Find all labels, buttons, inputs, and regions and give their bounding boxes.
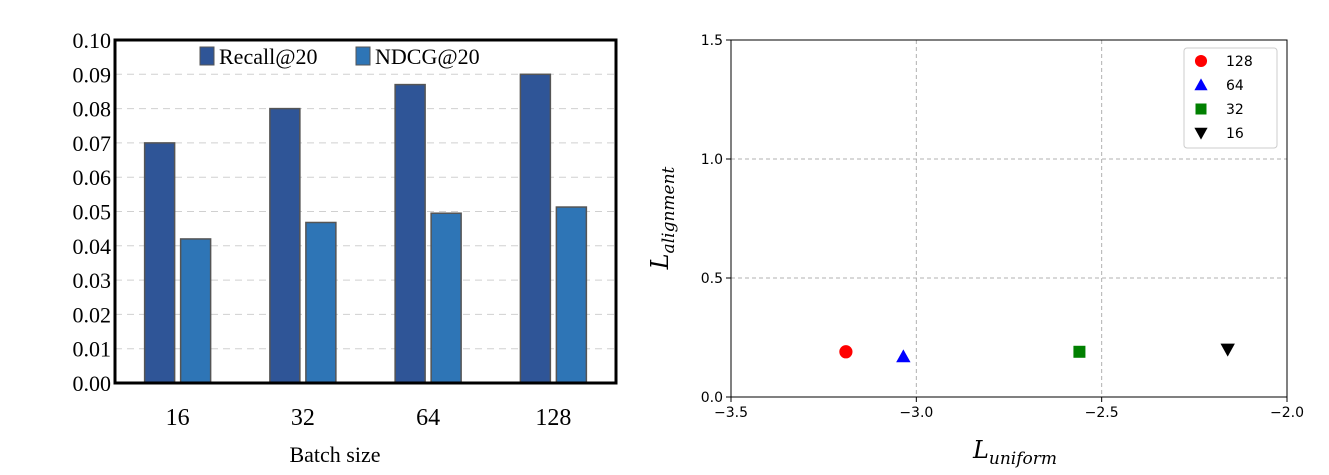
scatter-points — [839, 343, 1235, 363]
legend-marker-64 — [1194, 78, 1208, 91]
bar-recall — [269, 107, 301, 384]
scatter-plot-frame — [730, 39, 1288, 398]
scatter-legend-label: 128 — [1226, 54, 1253, 70]
bar-recall — [519, 73, 552, 384]
bar-y-tick-label: 0.01 — [73, 337, 112, 362]
bar-y-tick-label: 0.08 — [73, 97, 112, 122]
bar-ndcg — [179, 238, 212, 384]
legend-marker-32 — [1195, 103, 1207, 115]
scatter-x-label-main: L — [972, 436, 989, 464]
bar-x-tick-label: 32 — [291, 405, 315, 431]
scatter-x-label-sub: uniform — [989, 449, 1057, 469]
bar-x-tick-labels: 16 32 64 128 — [166, 405, 572, 431]
bar-legend: Recall@20 NDCG@20 — [199, 44, 480, 69]
scatter-point-128 — [839, 345, 853, 359]
bar-y-tick-label: 0.07 — [73, 131, 112, 156]
legend-marker-128 — [1194, 54, 1208, 68]
legend-label-recall: Recall@20 — [219, 44, 317, 69]
legend-swatch-recall — [199, 46, 215, 66]
scatter-legend-label: 16 — [1226, 126, 1244, 142]
scatter-legend-label: 32 — [1226, 102, 1244, 118]
scatter-x-tick-label: −3.0 — [899, 405, 933, 421]
scatter-y-tick-label: 1.5 — [701, 33, 723, 49]
scatter-x-tick-label: −3.5 — [714, 405, 748, 421]
scatter-y-tick-label: 0.5 — [701, 271, 723, 287]
scatter-point-16 — [1220, 343, 1235, 357]
scatter-x-axis-label: Luniform — [972, 436, 1057, 469]
scatter-legend-label: 64 — [1226, 78, 1244, 94]
legend-label-ndcg: NDCG@20 — [375, 44, 480, 69]
scatter-gridlines — [731, 40, 1287, 397]
bar-y-tick-label: 0.09 — [73, 62, 112, 87]
scatter-y-axis-label: Lalignment — [646, 166, 679, 270]
legend-marker-16 — [1194, 127, 1208, 140]
scatter-x-tick-label: −2.0 — [1270, 405, 1304, 421]
bar-series — [143, 73, 588, 384]
scatter-ticks: −3.5 −3.0 −2.5 −2.0 0.0 0.5 1.0 1.5 — [701, 33, 1304, 421]
scatter-y-label-sub: alignment — [659, 166, 679, 253]
bar-x-tick-label: 64 — [416, 405, 440, 431]
bar-ndcg — [305, 221, 337, 384]
bar-recall — [394, 83, 426, 384]
scatter-legend-frame — [1183, 47, 1278, 149]
bar-y-tick-label: 0.06 — [73, 165, 112, 190]
bar-ndcg — [555, 206, 588, 384]
bar-ndcg — [430, 212, 462, 384]
bar-y-tick-label: 0.02 — [73, 302, 112, 327]
scatter-point-32 — [1073, 345, 1086, 358]
bar-y-tick-label: 0.04 — [73, 234, 112, 259]
bar-x-axis-label: Batch size — [289, 442, 380, 467]
bar-y-tick-label: 0.00 — [73, 371, 112, 396]
bar-x-tick-label: 16 — [166, 405, 190, 431]
bar-y-tick-labels: 0.00 0.01 0.02 0.03 0.04 0.05 0.06 0.07 0.08 0.09… — [73, 28, 112, 396]
scatter-y-tick-label: 0.0 — [701, 390, 723, 406]
bar-recall — [143, 142, 176, 384]
bar-y-tick-label: 0.03 — [73, 268, 112, 293]
bar-y-tick-label: 0.10 — [73, 28, 112, 53]
scatter-x-tick-label: −2.5 — [1085, 405, 1119, 421]
bar-x-tick-label: 128 — [535, 405, 571, 431]
bar-chart: 0.00 0.01 0.02 0.03 0.04 0.05 0.06 0.07 0.08 0.09… — [73, 28, 618, 467]
scatter-y-tick-label: 1.0 — [701, 152, 723, 168]
scatter-legend: 128 64 32 16 — [1183, 47, 1278, 149]
legend-swatch-ndcg — [355, 46, 371, 66]
bar-y-tick-label: 0.05 — [73, 200, 112, 225]
scatter-point-64 — [896, 349, 911, 363]
bar-plot-frame — [113, 38, 618, 385]
scatter-chart: −3.5 −3.0 −2.5 −2.0 0.0 0.5 1.0 1.5 128 64 32 16 L… — [646, 33, 1304, 469]
scatter-y-label-main: L — [646, 253, 674, 270]
